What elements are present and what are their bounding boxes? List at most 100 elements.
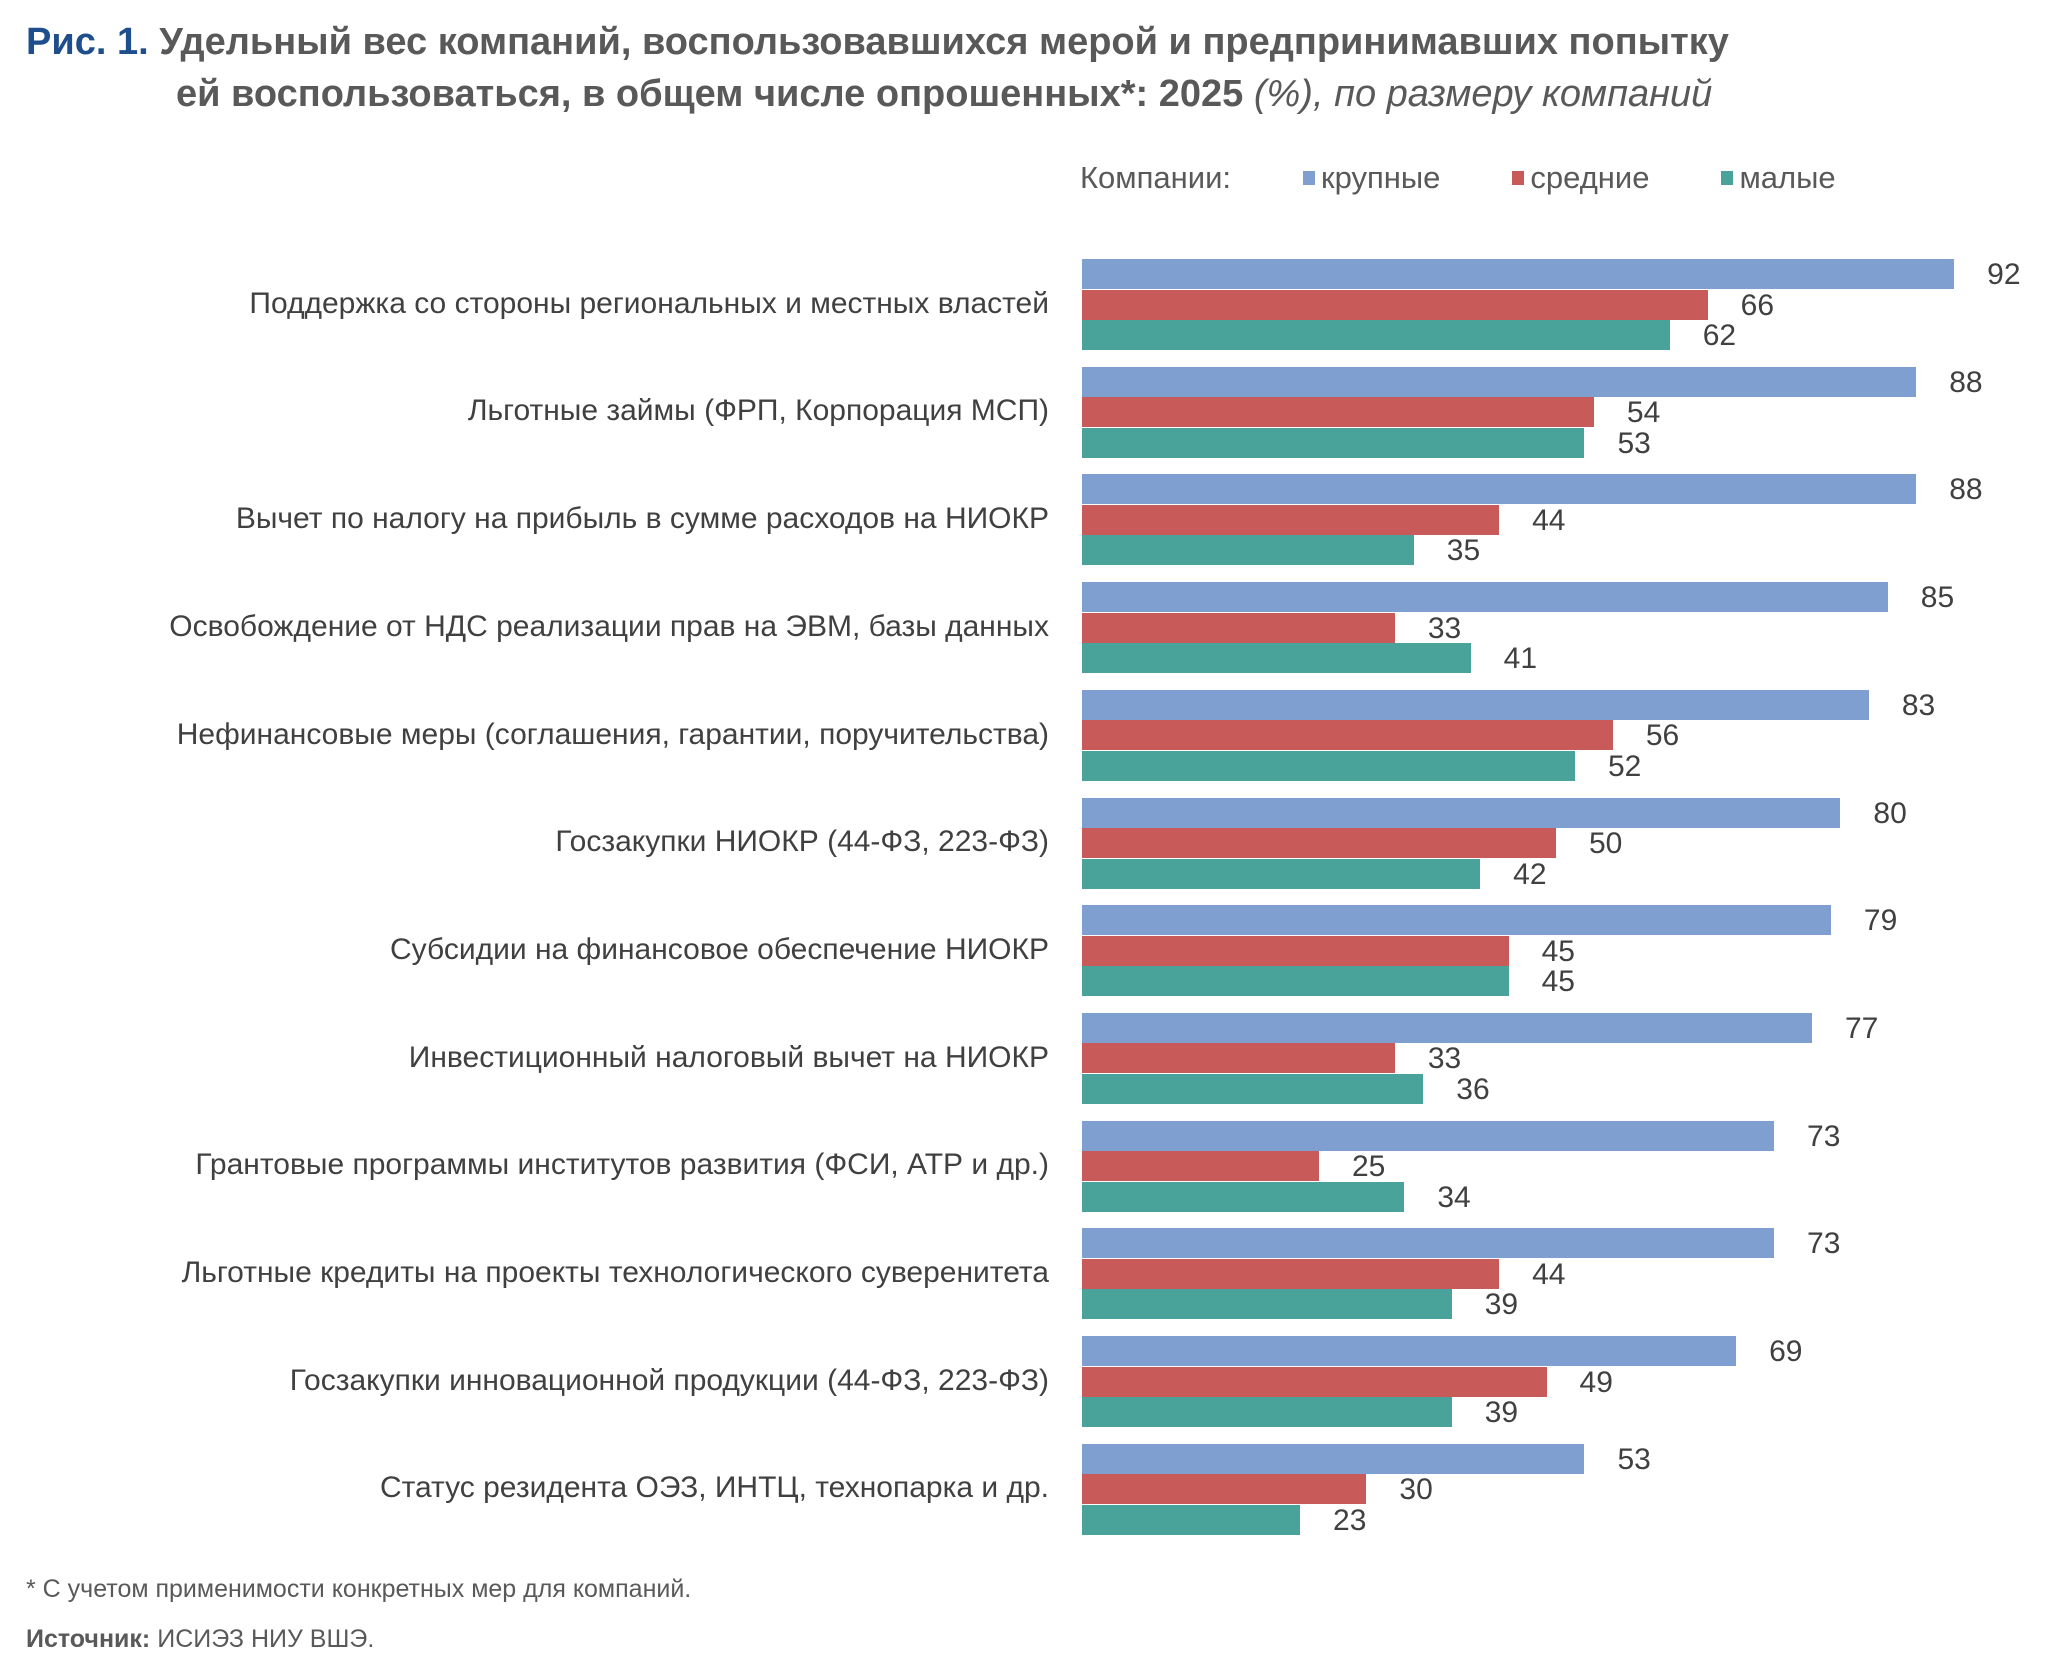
source-label: Источник: bbox=[26, 1625, 151, 1653]
figure-label: Рис. 1. bbox=[26, 21, 149, 63]
bar-малые bbox=[1082, 1397, 1452, 1427]
data-label: 52 bbox=[1607, 749, 1642, 783]
data-label: 77 bbox=[1844, 1011, 1879, 1045]
data-label: 88 bbox=[1949, 365, 1983, 399]
bar-крупные bbox=[1082, 1336, 1737, 1366]
bar-средние bbox=[1082, 720, 1613, 751]
legend-swatch bbox=[1721, 171, 1734, 185]
category-label: Статус резидента ОЭЗ, ИНТЦ, технопарка и… bbox=[379, 1471, 1049, 1505]
data-label: 33 bbox=[1427, 1042, 1462, 1076]
data-label: 53 bbox=[1617, 1442, 1651, 1476]
data-label: 36 bbox=[1456, 1072, 1490, 1106]
bar-средние bbox=[1082, 504, 1500, 535]
bar-малые bbox=[1082, 750, 1575, 781]
legend-item-small: малые bbox=[1721, 160, 1836, 196]
bar-малые bbox=[1082, 643, 1471, 674]
category-label: Нефинансовые меры (соглашения, гарантии,… bbox=[176, 717, 1049, 751]
category-label: Льготные займы (ФРП, Корпорация МСП) bbox=[467, 394, 1049, 428]
data-label: 53 bbox=[1617, 426, 1651, 460]
title-unit: (%), по размеру компаний bbox=[1253, 73, 1713, 115]
legend-title: Компании: bbox=[1080, 160, 1232, 195]
data-label: 33 bbox=[1427, 611, 1462, 645]
bar-средние bbox=[1082, 1474, 1367, 1505]
data-label: 30 bbox=[1399, 1473, 1433, 1507]
data-label: 80 bbox=[1873, 796, 1907, 830]
bar-малые bbox=[1082, 1073, 1424, 1104]
bar-крупные bbox=[1082, 259, 1955, 289]
source-text: ИСИЭЗ НИУ ВШЭ. bbox=[157, 1625, 375, 1653]
bar-малые bbox=[1082, 1289, 1452, 1320]
bar-малые bbox=[1082, 1181, 1405, 1212]
data-label: 62 bbox=[1702, 319, 1737, 352]
bar-крупные bbox=[1082, 366, 1917, 397]
bar-средние bbox=[1082, 1366, 1547, 1397]
data-label: 39 bbox=[1484, 1396, 1519, 1429]
data-label: 34 bbox=[1437, 1180, 1471, 1214]
data-label: 66 bbox=[1740, 288, 1775, 322]
category-label: Госзакупки инновационной продукции (44-Ф… bbox=[289, 1363, 1049, 1397]
data-label: 23 bbox=[1333, 1503, 1367, 1537]
title-line1: Удельный вес компаний, воспользовавшихся… bbox=[159, 21, 1729, 63]
bar-малые bbox=[1082, 320, 1670, 350]
category-label: Освобождение от НДС реализации прав на Э… bbox=[169, 609, 1049, 643]
category-label: Госзакупки НИОКР (44-ФЗ, 223-ФЗ) bbox=[555, 825, 1049, 859]
bar-средние bbox=[1082, 1043, 1395, 1074]
bar-крупные bbox=[1082, 474, 1917, 505]
bar-средние bbox=[1082, 935, 1509, 966]
bar-средние bbox=[1082, 1258, 1500, 1289]
legend-item-medium: средние bbox=[1512, 160, 1649, 196]
data-label: 41 bbox=[1503, 642, 1538, 676]
data-label: 56 bbox=[1645, 719, 1680, 753]
bar-средние bbox=[1082, 397, 1594, 428]
data-label: 42 bbox=[1513, 857, 1547, 891]
category-label: Вычет по налогу на прибыль в сумме расхо… bbox=[235, 502, 1049, 536]
data-label: 50 bbox=[1589, 827, 1623, 860]
bar-малые bbox=[1082, 535, 1414, 566]
bar-средние bbox=[1082, 612, 1395, 643]
bar-средние bbox=[1082, 828, 1556, 858]
bar-малые bbox=[1082, 858, 1481, 889]
footnote: * С учетом применимости конкретных мер д… bbox=[26, 1575, 692, 1603]
category-label: Субсидии на финансовое обеспечение НИОКР bbox=[390, 932, 1049, 966]
data-label: 79 bbox=[1863, 904, 1898, 938]
category-label: Поддержка со стороны региональных и мест… bbox=[249, 286, 1049, 320]
data-label: 35 bbox=[1446, 534, 1481, 568]
legend-item-large: крупные bbox=[1303, 160, 1440, 196]
chart-title: Рис. 1. Удельный вес компаний, воспользо… bbox=[26, 16, 2036, 120]
data-label: 88 bbox=[1949, 473, 1983, 507]
data-label: 45 bbox=[1541, 934, 1575, 968]
data-label: 49 bbox=[1579, 1365, 1613, 1399]
data-label: 73 bbox=[1807, 1227, 1841, 1261]
bar-крупные bbox=[1082, 1228, 1775, 1259]
data-label: 73 bbox=[1807, 1119, 1841, 1153]
bar-малые bbox=[1082, 427, 1585, 458]
legend-swatch bbox=[1512, 171, 1525, 185]
bar-средние bbox=[1082, 289, 1708, 320]
data-label: 44 bbox=[1532, 1257, 1566, 1291]
bar-крупные bbox=[1082, 797, 1841, 828]
legend: Компании: крупные средние малые bbox=[1080, 160, 1836, 196]
bar-малые bbox=[1082, 1504, 1301, 1535]
bar-крупные bbox=[1082, 1120, 1775, 1151]
data-label: 45 bbox=[1541, 965, 1575, 999]
title-line2: ей воспользоваться, в общем числе опроше… bbox=[176, 73, 1244, 115]
data-label: 44 bbox=[1532, 503, 1566, 537]
legend-label: средние bbox=[1530, 160, 1650, 195]
category-label: Грантовые программы институтов развития … bbox=[195, 1148, 1049, 1182]
category-label: Льготные кредиты на проекты технологичес… bbox=[181, 1256, 1049, 1290]
legend-label: малые bbox=[1739, 160, 1836, 195]
data-label: 83 bbox=[1901, 688, 1936, 722]
data-label: 54 bbox=[1626, 396, 1661, 430]
data-label: 92 bbox=[1987, 258, 2021, 291]
bar-крупные bbox=[1082, 582, 1888, 613]
legend-label: крупные bbox=[1321, 160, 1441, 195]
data-label: 69 bbox=[1769, 1335, 1803, 1368]
bar-крупные bbox=[1082, 1443, 1585, 1474]
category-label: Инвестиционный налоговый вычет на НИОКР bbox=[408, 1040, 1049, 1074]
data-label: 25 bbox=[1352, 1150, 1386, 1184]
data-label: 85 bbox=[1920, 581, 1955, 615]
source: Источник: ИСИЭЗ НИУ ВШЭ. bbox=[26, 1625, 374, 1654]
bar-крупные bbox=[1082, 1012, 1812, 1043]
bar-малые bbox=[1082, 966, 1509, 997]
data-label: 39 bbox=[1484, 1288, 1519, 1322]
